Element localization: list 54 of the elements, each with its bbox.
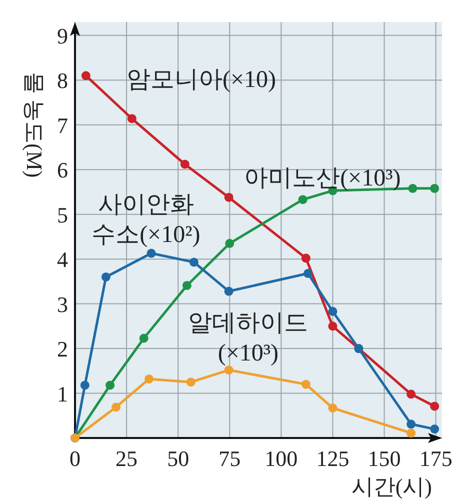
point [182, 280, 192, 290]
point [408, 184, 418, 193]
point [81, 71, 90, 80]
x-axis-title: 시간(시) [351, 474, 432, 499]
y-tick-label: 6 [57, 158, 68, 183]
y-axis-title: 몰 농도(M) [22, 72, 47, 178]
x-tick-label: 25 [116, 446, 138, 471]
y-tick-label: 3 [57, 292, 68, 317]
point [224, 286, 234, 296]
series-label: 알데하이드 (×10³) [188, 310, 308, 367]
y-tick-label: 7 [57, 112, 68, 138]
point [189, 258, 198, 267]
y-tick-label: 4 [57, 247, 68, 272]
point [180, 160, 190, 169]
y-tick-label: 5 [57, 202, 68, 228]
point [144, 374, 154, 384]
x-tick-label: 125 [316, 446, 350, 471]
point [224, 192, 234, 202]
x-tick-label: 75 [218, 446, 241, 471]
point [430, 402, 440, 411]
point [139, 334, 148, 343]
point [127, 114, 136, 124]
point [106, 380, 115, 390]
point [328, 306, 338, 316]
series-label: 사이안화 수소(×10²) [92, 192, 200, 248]
x-tick-label: 100 [264, 446, 298, 471]
point [328, 404, 338, 413]
y-tick-label: 1 [57, 381, 68, 406]
point [430, 184, 440, 193]
point [146, 248, 156, 258]
series-label: 아미노산(×10³) [244, 165, 401, 192]
x-tick-label: 50 [167, 446, 190, 471]
point [112, 402, 121, 412]
point [80, 380, 90, 390]
series-label: 암모니아(×10) [126, 66, 276, 93]
point [301, 380, 310, 389]
point [430, 424, 440, 434]
x-tick-label: 175 [419, 446, 452, 471]
x-tick-label: 0 [70, 446, 80, 471]
y-tick-label: 2 [57, 336, 68, 362]
point [101, 272, 110, 282]
point [224, 366, 234, 375]
y-tick-label: 9 [57, 23, 68, 48]
point [303, 268, 312, 278]
x-tick-label: 150 [368, 446, 401, 471]
point [406, 420, 416, 429]
point [406, 390, 416, 399]
point [328, 322, 338, 331]
point [301, 254, 310, 263]
point [298, 195, 308, 204]
point [225, 238, 234, 248]
point [406, 428, 416, 438]
point [186, 378, 196, 387]
y-tick-label: 8 [57, 68, 68, 94]
